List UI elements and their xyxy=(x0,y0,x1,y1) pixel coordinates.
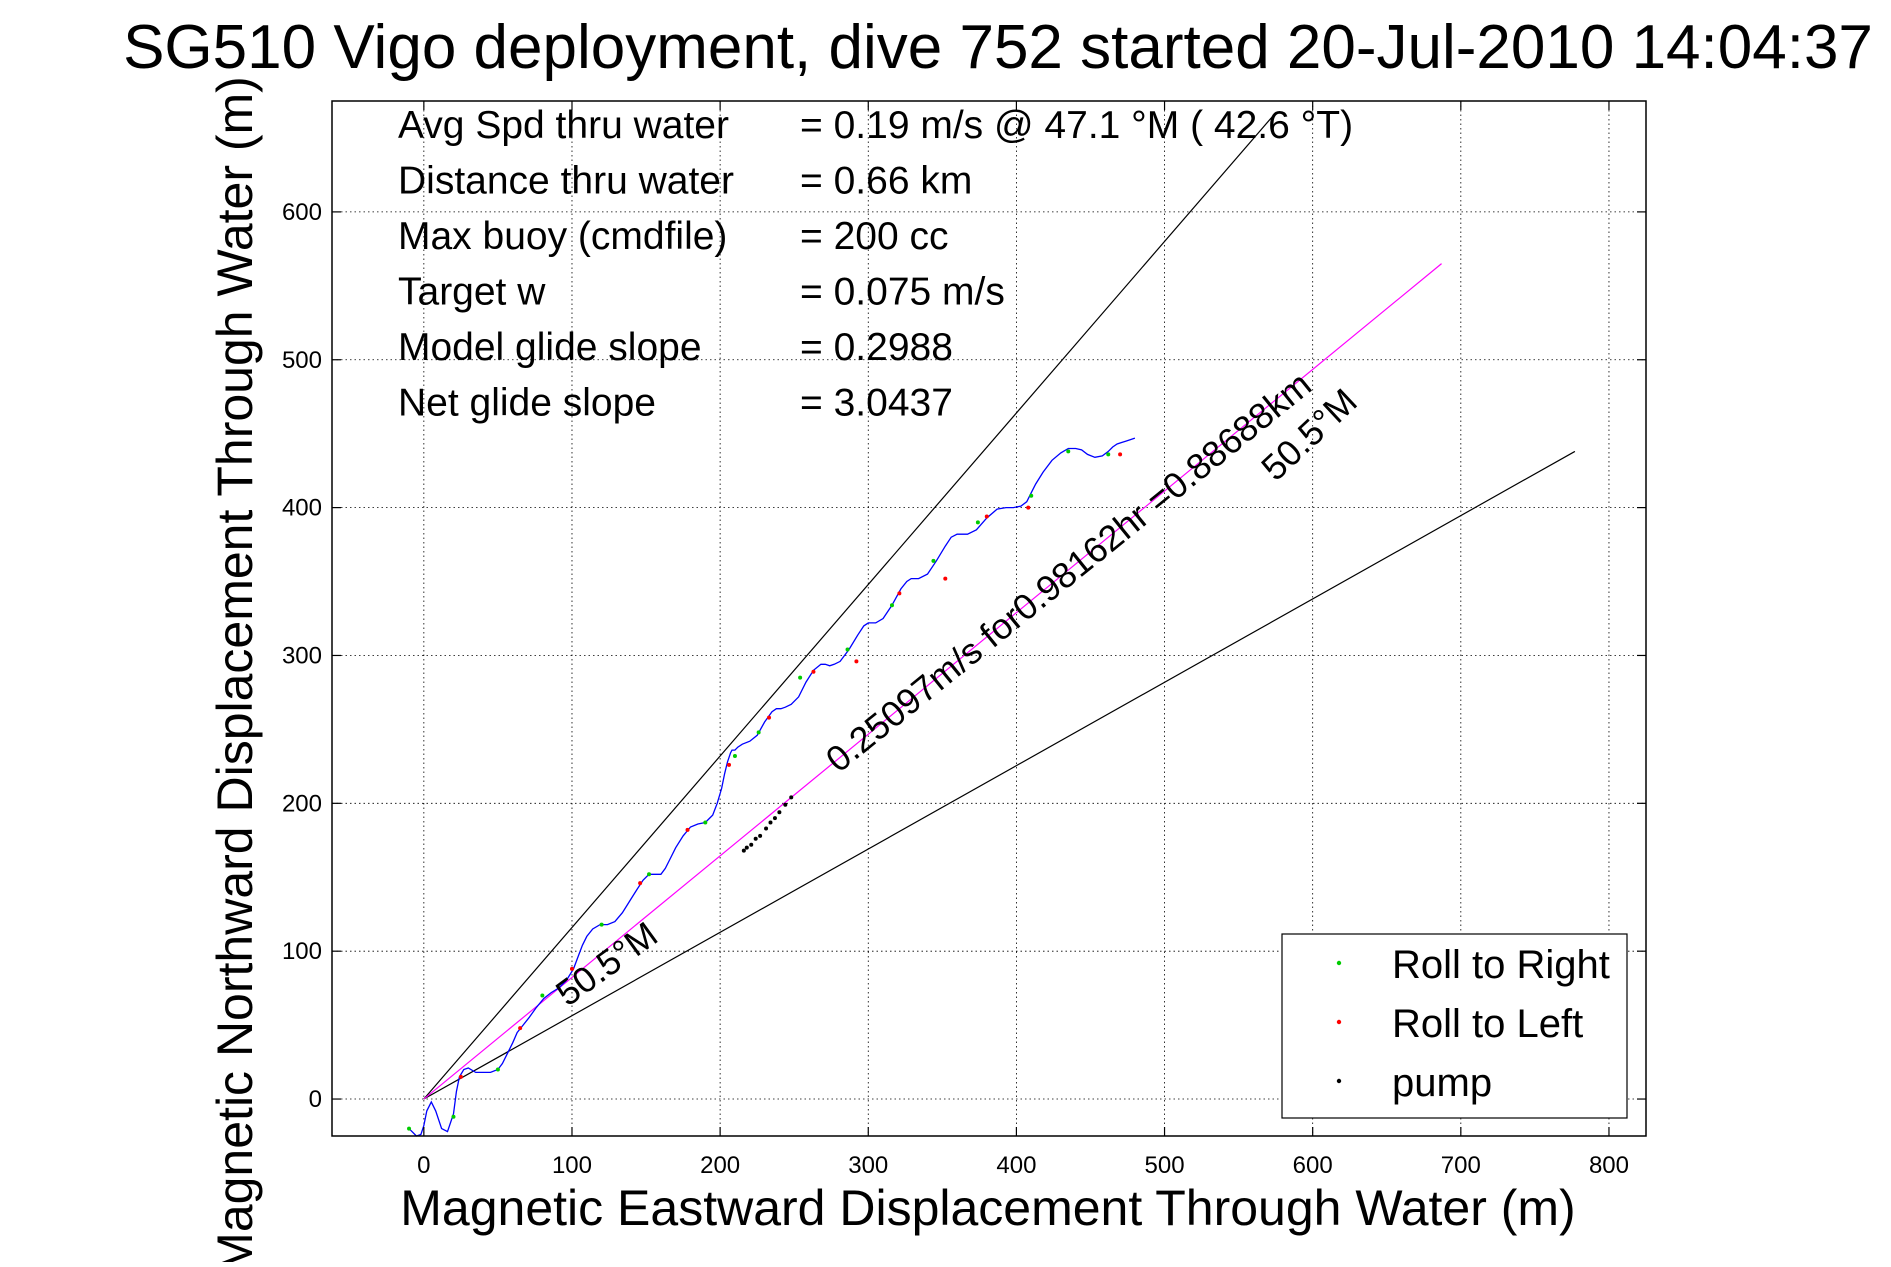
pump-marker xyxy=(768,820,773,825)
roll-to-right-marker xyxy=(703,820,708,825)
roll-to-left-marker xyxy=(943,576,948,581)
pump-marker xyxy=(758,833,763,838)
roll-to-right-marker xyxy=(732,754,737,759)
roll-to-right-marker xyxy=(845,647,850,652)
roll-to-left-marker xyxy=(518,1026,523,1031)
legend-marker xyxy=(1336,960,1342,966)
plot-frame xyxy=(331,100,1647,1137)
x-tick-label: 800 xyxy=(1589,1152,1629,1179)
x-tick-label: 200 xyxy=(700,1152,740,1179)
roll-to-right-marker xyxy=(647,872,652,877)
info-label: Target w xyxy=(398,271,546,314)
x-tick-label: 700 xyxy=(1441,1152,1481,1179)
roll-to-right-marker xyxy=(540,993,545,998)
x-tick-label: 300 xyxy=(848,1152,888,1179)
info-value: = 0.66 km xyxy=(800,160,972,203)
info-label: Net glide slope xyxy=(398,382,656,425)
y-tick-label: 500 xyxy=(282,347,322,374)
legend-label: pump xyxy=(1392,1061,1492,1105)
y-axis-label: Magnetic Northward Displacement Through … xyxy=(207,76,263,1262)
legend-label: Roll to Right xyxy=(1392,943,1610,987)
y-tick-label: 200 xyxy=(282,790,322,817)
glider-track-line xyxy=(408,437,1136,1137)
info-value: = 0.075 m/s xyxy=(800,271,1005,314)
legend-label: Roll to Left xyxy=(1392,1002,1583,1046)
roll-to-left-marker xyxy=(854,659,859,664)
legend: Roll to Right Roll to Left pump xyxy=(1281,933,1628,1119)
roll-to-left-marker xyxy=(685,827,690,832)
x-tick-label: 600 xyxy=(1293,1152,1333,1179)
pump-marker xyxy=(741,848,746,853)
legend-marker xyxy=(1336,1078,1342,1084)
pump-marker xyxy=(772,816,777,821)
pump-marker xyxy=(789,795,794,800)
roll-to-right-marker xyxy=(451,1114,456,1119)
roll-to-left-marker xyxy=(811,669,816,674)
pump-marker xyxy=(753,836,758,841)
roll-to-right-marker xyxy=(495,1067,500,1072)
roll-to-left-marker xyxy=(638,881,643,886)
pump-marker xyxy=(777,810,782,815)
pump-marker xyxy=(783,802,788,807)
chart-title: SG510 Vigo deployment, dive 752 started … xyxy=(123,13,1873,82)
roll-to-right-marker xyxy=(407,1126,412,1131)
roll-to-left-marker xyxy=(897,591,902,596)
x-axis-label: Magnetic Eastward Displacement Through W… xyxy=(400,1180,1575,1236)
info-value: = 0.19 m/s @ 47.1 °M ( 42.6 °T) xyxy=(800,104,1353,147)
roll-to-left-marker xyxy=(984,514,989,519)
info-value: = 200 cc xyxy=(800,215,949,258)
roll-to-left-marker xyxy=(569,966,574,971)
roll-to-right-marker xyxy=(1066,449,1071,454)
x-tick-label: 0 xyxy=(417,1152,430,1179)
y-tick-label: 600 xyxy=(282,199,322,226)
roll-to-right-marker xyxy=(756,730,761,735)
pump-marker xyxy=(744,845,749,850)
y-tick-label: 400 xyxy=(282,495,322,522)
x-tick-label: 100 xyxy=(552,1152,592,1179)
info-value: = 3.0437 xyxy=(800,382,953,425)
roll-to-right-marker xyxy=(1029,493,1034,498)
pump-marker xyxy=(749,842,754,847)
info-label: Avg Spd thru water xyxy=(398,104,729,147)
info-value: = 0.2988 xyxy=(800,326,953,369)
roll-to-left-marker xyxy=(767,715,772,720)
roll-to-right-marker xyxy=(798,675,803,680)
y-tick-label: 0 xyxy=(309,1086,322,1113)
series-layer xyxy=(408,437,1136,1137)
info-label: Distance thru water xyxy=(398,160,734,203)
y-tick-label: 300 xyxy=(282,642,322,669)
roll-to-right-marker xyxy=(889,603,894,608)
marker-layer xyxy=(407,449,1123,1131)
info-panel: Avg Spd thru water = 0.19 m/s @ 47.1 °M (… xyxy=(398,104,1353,425)
roll-to-right-marker xyxy=(1106,452,1111,457)
x-tick-label: 400 xyxy=(996,1152,1036,1179)
roll-to-left-marker xyxy=(458,1074,463,1079)
reference-line xyxy=(423,450,1576,1100)
info-label: Model glide slope xyxy=(398,326,702,369)
roll-to-left-marker xyxy=(727,762,732,767)
reference-line xyxy=(423,112,1277,1100)
tick-layer: 0 100 200 300 400 500 600 700 800 0 100 200 300 400 50… xyxy=(282,101,1646,1179)
x-tick-label: 500 xyxy=(1145,1152,1185,1179)
roll-to-right-marker xyxy=(599,922,604,927)
roll-to-right-marker xyxy=(975,520,980,525)
roll-to-left-marker xyxy=(1118,452,1123,457)
reference-line xyxy=(423,263,1442,1100)
pump-marker xyxy=(764,826,769,831)
legend-marker xyxy=(1336,1019,1342,1025)
info-label: Max buoy (cmdfile) xyxy=(398,215,727,258)
roll-to-right-marker xyxy=(931,558,936,563)
roll-to-left-marker xyxy=(1026,505,1031,510)
y-tick-label: 100 xyxy=(282,938,322,965)
reference-lines xyxy=(423,112,1576,1100)
